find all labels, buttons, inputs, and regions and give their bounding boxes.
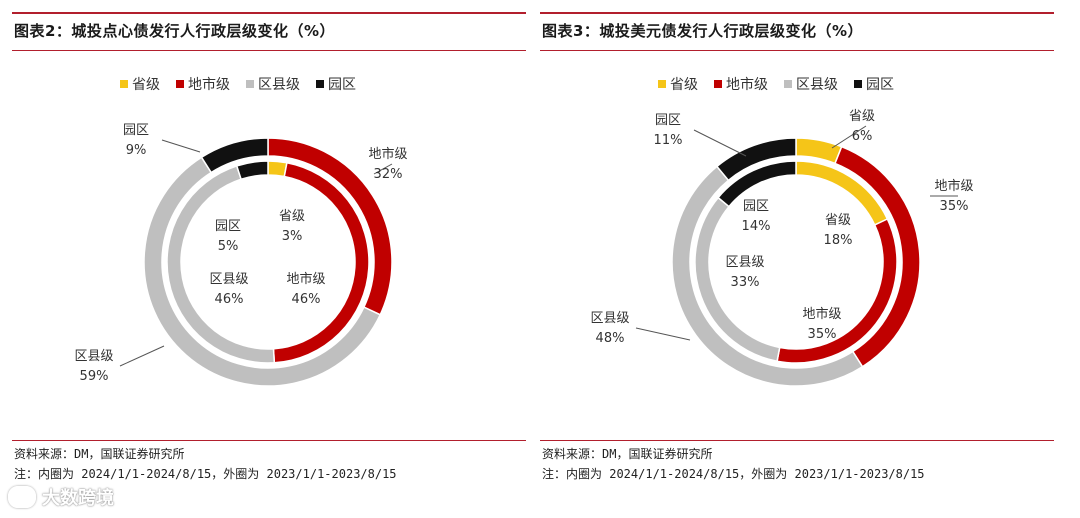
top-rule (540, 12, 1054, 14)
source-note: 资料来源：DM，国联证券研究所 (542, 447, 713, 461)
donut-chart: 省级 6% 地市级 35% 区县级 48% 园区 11% 省级 18% 地市级 35% 区县级 33% 园区… (590, 109, 974, 387)
outer-label-category: 省级 (849, 109, 875, 124)
period-note: 注：内圈为 2024/1/1-2024/8/15，外圈为 2023/1/1-20… (542, 467, 925, 481)
inner-label-value: 5% (218, 239, 239, 254)
source-note: 资料来源：DM，国联证券研究所 (14, 447, 185, 461)
inner-label-value: 35% (808, 327, 837, 342)
chart-title: 图表2：城投点心债发行人行政层级变化（%） (14, 22, 335, 40)
legend-item-park: 园区 (854, 74, 894, 94)
outer-label-category: 园区 (655, 113, 681, 128)
inner-label-category: 园区 (743, 199, 769, 214)
outer-label-value: 35% (940, 199, 969, 214)
period-note: 注：内圈为 2024/1/1-2024/8/15，外圈为 2023/1/1-20… (14, 467, 397, 481)
leader-line (373, 163, 393, 175)
legend-swatch-city (176, 80, 184, 88)
inner-label-value: 33% (731, 275, 760, 290)
outer-label-category: 地市级 (934, 178, 973, 194)
legend-label: 省级 (670, 77, 698, 93)
inner-label-value: 14% (742, 219, 771, 234)
legend-label: 省级 (132, 77, 160, 93)
legend-label: 区县级 (796, 77, 838, 93)
legend-label: 地市级 (188, 77, 230, 93)
leader-line (693, 129, 747, 157)
outer-ring-slice-province (795, 137, 843, 165)
legend-item-city: 地市级 (714, 74, 768, 94)
inner-ring-slice-park (235, 160, 269, 181)
inner-label-value: 3% (282, 229, 303, 244)
outer-label-value: 32% (374, 167, 403, 182)
leader-line (161, 139, 201, 153)
outer-label-value: 59% (80, 369, 109, 384)
legend-item-province: 省级 (658, 74, 698, 94)
legend: 省级 地市级 区县级 园区 (658, 74, 894, 94)
footer-rule (12, 440, 526, 441)
legend-item-district: 区县级 (246, 74, 300, 94)
outer-label-value: 11% (654, 133, 683, 148)
footer-rule (540, 440, 1054, 441)
inner-label-category: 省级 (279, 209, 305, 224)
outer-label-category: 区县级 (590, 311, 629, 326)
outer-label-category: 区县级 (74, 349, 113, 364)
outer-label-value: 48% (596, 331, 625, 346)
chart-panel-left: 图表2：城投点心债发行人行政层级变化（%） 省级 地市级 区县级 园区 地市级 3… (12, 0, 526, 518)
inner-label-value: 18% (824, 233, 853, 248)
chart-panel-right: 图表3：城投美元债发行人行政层级变化（%） 省级 地市级 区县级 园区 省级 6%… (540, 0, 1054, 518)
legend-swatch-park (316, 80, 324, 88)
outer-label-value: 6% (852, 129, 873, 144)
inner-label-category: 区县级 (209, 272, 248, 287)
legend-label: 园区 (866, 77, 894, 93)
legend-swatch-province (658, 80, 666, 88)
legend-swatch-park (854, 80, 862, 88)
chart-title: 图表3：城投美元债发行人行政层级变化（%） (542, 22, 863, 40)
inner-label-category: 地市级 (802, 306, 841, 322)
inner-label-category: 省级 (825, 213, 851, 228)
top-rule (12, 12, 526, 14)
outer-label-value: 9% (126, 143, 147, 158)
legend-item-district: 区县级 (784, 74, 838, 94)
inner-label-category: 区县级 (725, 255, 764, 270)
leader-line (635, 327, 691, 341)
watermark-logo-icon (8, 486, 36, 508)
inner-ring-slice-park (717, 160, 797, 208)
inner-label-category: 地市级 (286, 271, 325, 287)
legend-swatch-district (784, 80, 792, 88)
legend-item-city: 地市级 (176, 74, 230, 94)
watermark-text: 大数跨境 (42, 488, 114, 509)
outer-ring-slice-park (200, 137, 269, 174)
outer-label-category: 地市级 (368, 146, 407, 162)
legend-label: 区县级 (258, 77, 300, 93)
legend-item-park: 园区 (316, 74, 356, 94)
outer-label-category: 园区 (123, 123, 149, 138)
inner-label-category: 园区 (215, 219, 241, 234)
leader-line (831, 125, 867, 149)
donut-chart: 地市级 32% 区县级 59% 园区 9% 省级 3% 地市级 46% 区县级 46% 园区 5% (74, 123, 408, 387)
inner-label-value: 46% (215, 292, 244, 307)
title-rule (12, 50, 526, 51)
inner-label-value: 46% (292, 292, 321, 307)
legend-label: 园区 (328, 77, 356, 93)
legend: 省级 地市级 区县级 园区 (120, 74, 356, 94)
title-rule (540, 50, 1054, 51)
legend-swatch-city (714, 80, 722, 88)
watermark: 大数跨境 (8, 484, 114, 510)
legend-label: 地市级 (726, 77, 768, 93)
legend-swatch-province (120, 80, 128, 88)
legend-item-province: 省级 (120, 74, 160, 94)
outer-ring-slice-park (715, 137, 797, 182)
legend-swatch-district (246, 80, 254, 88)
leader-line (119, 345, 165, 367)
